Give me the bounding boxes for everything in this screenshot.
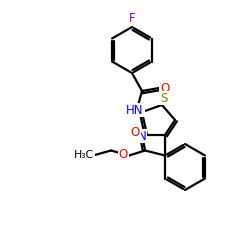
Text: O: O xyxy=(118,148,128,161)
Text: O: O xyxy=(130,126,140,139)
Text: O: O xyxy=(160,82,170,94)
Text: H₃C: H₃C xyxy=(74,150,94,160)
Text: S: S xyxy=(160,92,168,104)
Text: N: N xyxy=(138,130,146,142)
Text: F: F xyxy=(129,12,135,26)
Text: HN: HN xyxy=(126,104,144,117)
